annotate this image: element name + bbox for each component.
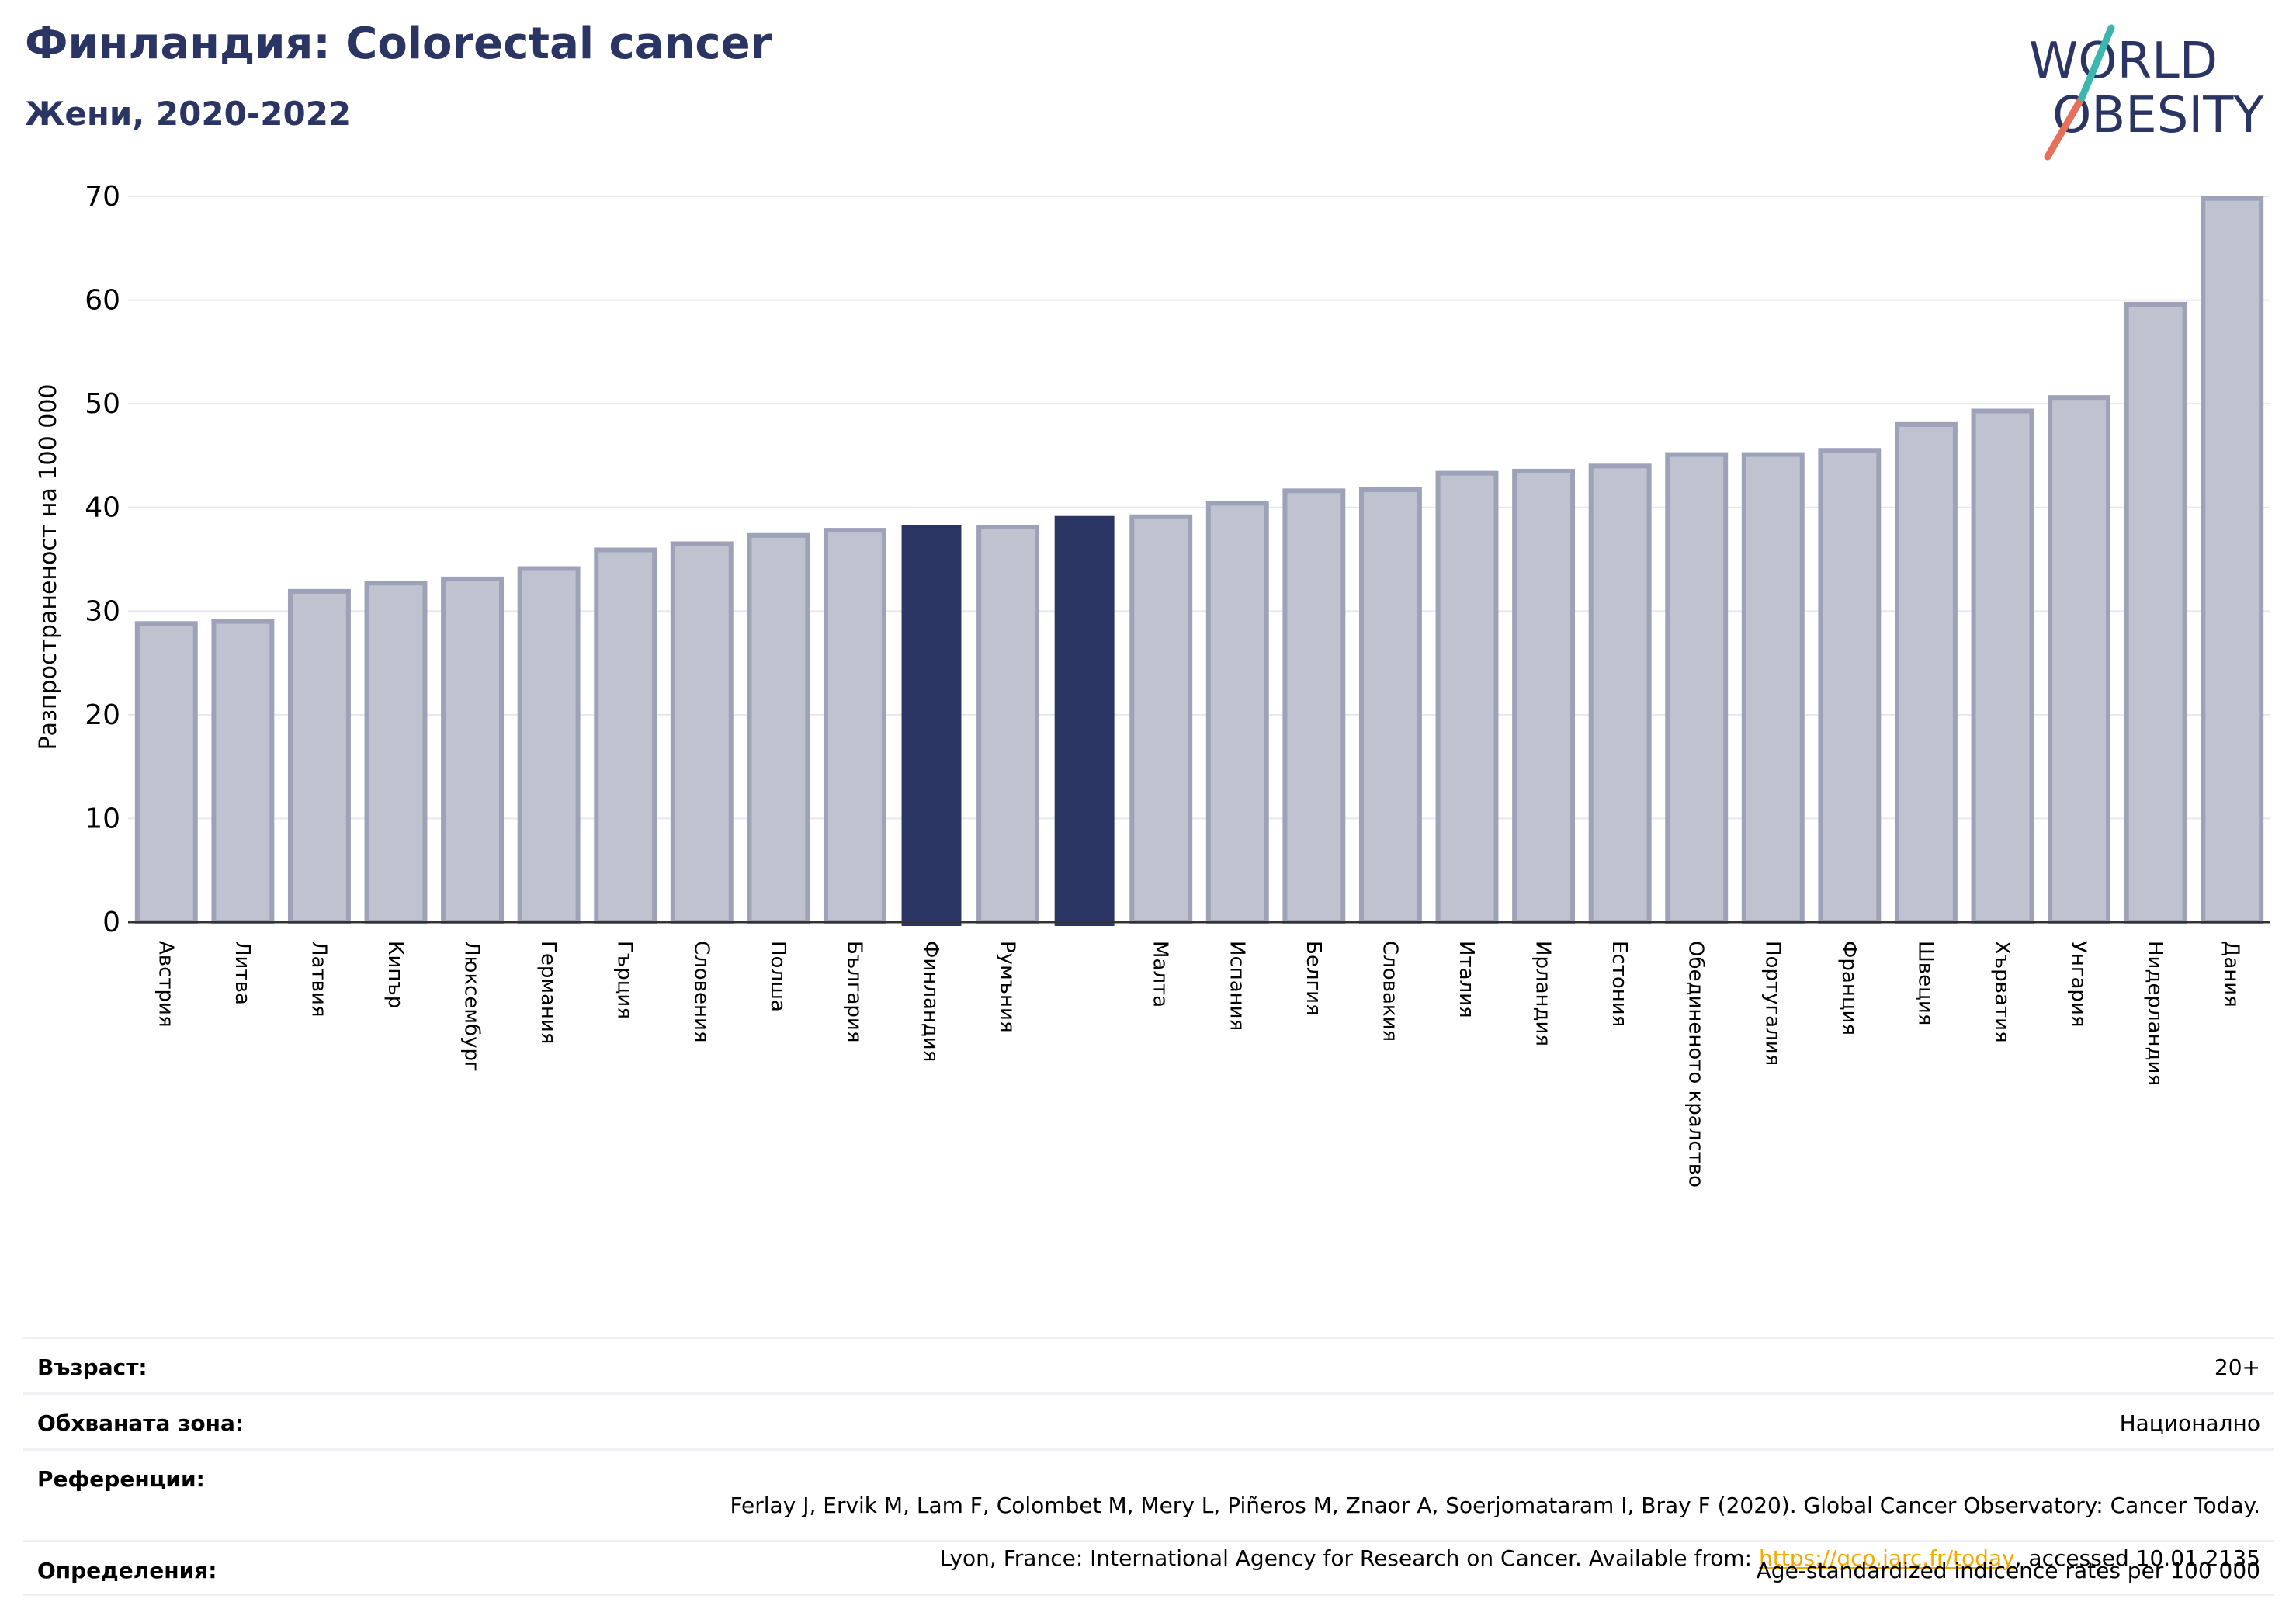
bar-chart: 0 10 20 30 40 50 60 70 Австрия Литва Латвия Кипър Л… — [35, 181, 2270, 1188]
page-subtitle: Жени, 2020-2022 — [25, 95, 352, 133]
bar — [2124, 301, 2187, 924]
logo-line1: WORLD — [2029, 33, 2218, 90]
x-tick-label: Латвия — [307, 941, 330, 1018]
page-title: Финландия: Colorectal cancer — [25, 19, 772, 69]
bar — [134, 621, 198, 924]
bar — [1054, 515, 1115, 926]
bar — [594, 547, 657, 924]
x-tick-label: Малта — [1149, 941, 1172, 1007]
x-tick-label: Словакия — [1378, 941, 1401, 1042]
x-tick-label: Гърция — [613, 941, 636, 1019]
y-tick-label: 60 — [85, 285, 120, 317]
bar — [1971, 408, 2034, 924]
x-tick-label: Люксембург — [460, 941, 484, 1072]
bar — [211, 619, 275, 925]
x-tick-label: Естония — [1608, 941, 1631, 1027]
metadata-table: Възраст: 20+ Обхваната зона: Национално … — [23, 1337, 2274, 1596]
x-tick-label: Обединеното кралство — [1684, 941, 1708, 1188]
references-line1: Ferlay J, Ervik M, Lam F, Colombet M, Me… — [730, 1493, 2260, 1518]
bar — [670, 541, 734, 924]
bar — [1358, 487, 1422, 924]
definitions-label: Определения: — [37, 1558, 217, 1583]
bar — [1588, 463, 1652, 924]
bar — [1894, 421, 1958, 924]
references-label: Референции: — [37, 1466, 205, 1492]
references-value: Ferlay J, Ervik M, Lam F, Colombet M, Me… — [730, 1466, 2260, 1572]
x-tick-label: Италия — [1455, 941, 1478, 1018]
meta-row-definitions: Определения: Age-standardized indicence … — [23, 1540, 2274, 1596]
y-tick-label: 70 — [85, 181, 120, 213]
bar — [1435, 470, 1499, 924]
meta-row-references: Референции: Ferlay J, Ervik M, Lam F, Co… — [23, 1448, 2274, 1571]
bar — [823, 528, 886, 924]
y-tick-label: 20 — [85, 699, 120, 731]
x-tick-label: Испания — [1225, 941, 1248, 1031]
area-value: Национално — [2119, 1410, 2260, 1436]
references-link[interactable]: https://gco.iarc.fr/today — [1759, 1545, 2015, 1571]
y-tick-label: 0 — [102, 907, 120, 938]
x-tick-label: Португалия — [1760, 941, 1784, 1066]
x-tick-label: Словения — [689, 941, 713, 1043]
world-obesity-logo: WORLD OBESITY — [2029, 24, 2264, 161]
area-label: Обхваната зона: — [37, 1410, 245, 1436]
age-label: Възраст: — [37, 1354, 147, 1380]
bar — [901, 525, 962, 926]
x-tick-label: Франция — [1837, 941, 1861, 1035]
bar — [1205, 501, 1269, 924]
x-tick-label: Хърватия — [1990, 941, 2013, 1043]
bar — [976, 525, 1040, 924]
meta-row-age: Възраст: 20+ — [23, 1337, 2274, 1392]
bar — [2048, 395, 2111, 924]
y-tick-label: 30 — [85, 595, 120, 627]
x-tick-label: Финландия — [919, 941, 942, 1062]
x-tick-label: България — [842, 941, 865, 1042]
references-line2-prefix: Lyon, France: International Agency for R… — [939, 1545, 1759, 1571]
bar — [747, 532, 810, 924]
bar — [1129, 514, 1193, 924]
x-tick-labels: Австрия Литва Латвия Кипър Люксембург Германи… — [154, 941, 2242, 1188]
x-tick-label: Нидерландия — [2143, 941, 2166, 1086]
bar — [441, 576, 505, 925]
definitions-value: Age-standardized indicence rates per 100… — [1756, 1558, 2260, 1583]
bar — [1741, 452, 1805, 924]
logo-line2: OBESITY — [2052, 87, 2264, 144]
x-tick-label: Австрия — [154, 941, 177, 1028]
bar — [1512, 468, 1576, 924]
x-tick-label: Литва — [231, 941, 254, 1005]
references-line2-suffix: , accessed 10.01.2135 — [2014, 1545, 2260, 1571]
bar — [1818, 448, 1882, 924]
y-tick-labels: 0 10 20 30 40 50 60 70 — [85, 181, 120, 938]
x-tick-label: Дания — [2220, 941, 2243, 1007]
bar — [517, 566, 581, 924]
y-tick-label: 50 — [85, 388, 120, 420]
x-tick-label: Румъния — [996, 941, 1019, 1033]
meta-row-area: Обхваната зона: Национално — [23, 1392, 2274, 1448]
bar — [1665, 452, 1729, 924]
y-axis-label: Разпространеност на 100 000 — [35, 384, 62, 751]
x-tick-label: Полша — [766, 941, 789, 1012]
age-value: 20+ — [2214, 1354, 2260, 1380]
x-tick-label: Белгия — [1302, 941, 1325, 1016]
x-tick-label: Кипър — [383, 941, 407, 1008]
bar — [287, 588, 351, 925]
x-tick-label: Унгария — [2067, 941, 2090, 1027]
x-tick-label: Германия — [536, 941, 560, 1044]
x-tick-label: Ирландия — [1531, 941, 1555, 1046]
bar — [1282, 488, 1346, 924]
y-tick-label: 40 — [85, 492, 120, 524]
x-tick-label: Швеция — [1913, 941, 1937, 1025]
chart-bars — [134, 196, 2264, 926]
bar — [364, 581, 428, 924]
bar — [2201, 196, 2264, 924]
y-tick-label: 10 — [85, 803, 120, 834]
